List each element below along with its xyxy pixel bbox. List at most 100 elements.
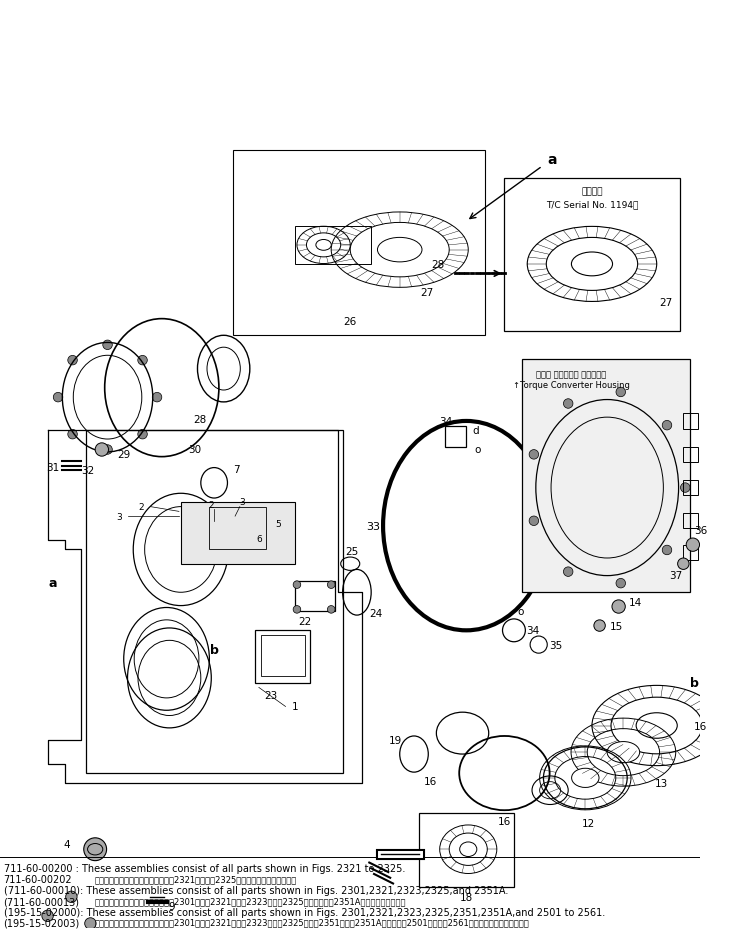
Text: 35: 35 [549,640,562,650]
Circle shape [42,910,53,922]
Circle shape [616,387,626,397]
Ellipse shape [571,252,612,276]
Bar [261,635,305,676]
Bar [683,481,698,496]
Bar [683,545,698,561]
Text: これらのアセンブリの構成部品は第2321図から第2325図までの部品を含みます．: これらのアセンブリの構成部品は第2321図から第2325図までの部品を含みます． [94,874,297,883]
Circle shape [681,484,690,493]
Circle shape [328,605,335,613]
Ellipse shape [378,238,422,263]
Text: 29: 29 [117,449,130,460]
Circle shape [103,341,113,350]
Circle shape [138,430,147,440]
Bar [209,507,266,550]
Bar [295,582,335,611]
Text: (711-60-00013): (711-60-00013) [4,896,79,906]
Text: b: b [690,677,699,689]
Text: a: a [548,153,556,167]
Text: 14: 14 [629,597,643,607]
Ellipse shape [460,843,477,857]
Text: 34: 34 [439,417,452,426]
Text: 37: 37 [669,570,682,581]
Text: 16: 16 [423,776,436,786]
Bar [181,503,295,565]
Text: 16: 16 [694,721,707,731]
Text: 27: 27 [420,288,433,298]
Text: 2: 2 [208,501,214,509]
Circle shape [328,582,335,589]
Circle shape [84,838,107,861]
Circle shape [529,517,539,526]
Text: 6: 6 [256,534,262,543]
Circle shape [103,446,113,455]
Text: 33: 33 [366,521,380,531]
Text: (711-60-00010): These assemblies consist of all parts shown in Figs. 2301,2321,2: (711-60-00010): These assemblies consist… [4,885,508,895]
Ellipse shape [636,713,677,739]
Circle shape [138,356,147,366]
Text: b: b [210,644,219,656]
Text: 7: 7 [233,464,239,474]
Bar [683,414,698,429]
Text: 25: 25 [345,546,358,557]
Text: 適用号機: 適用号機 [581,187,603,196]
Text: トルク コンバータ ハウジング: トルク コンバータ ハウジング [536,369,606,379]
Text: 1: 1 [291,702,298,712]
Text: (195-15-02000): These assemblies consist of all parts shown in Figs. 2301,2321,2: (195-15-02000): These assemblies consist… [4,907,605,917]
Text: 26: 26 [344,317,357,327]
Text: 22: 22 [298,616,311,626]
Text: 30: 30 [188,445,202,455]
Circle shape [686,539,699,552]
Circle shape [564,567,573,577]
Text: 31: 31 [46,462,59,472]
Text: T/C Serial No. 1194～: T/C Serial No. 1194～ [546,200,638,209]
Bar [85,431,343,773]
Text: a: a [48,577,57,589]
Circle shape [662,545,672,555]
Text: 9: 9 [168,902,174,911]
Circle shape [66,891,77,902]
Text: 4: 4 [63,840,70,849]
Circle shape [293,605,301,613]
Bar [522,360,690,593]
Circle shape [293,582,301,589]
Bar [419,813,514,887]
Bar [255,630,311,683]
Circle shape [594,620,605,631]
Text: 16: 16 [498,816,511,825]
Bar [683,514,698,529]
Text: 19: 19 [389,735,402,745]
Bar [445,426,467,447]
Text: o: o [517,606,524,617]
Circle shape [95,444,108,457]
Ellipse shape [607,742,640,763]
Text: 23: 23 [265,690,278,701]
Text: 711-60-00200 : These assemblies consist of all parts shown in Figs. 2321 to 2325: 711-60-00200 : These assemblies consist … [4,863,405,873]
Text: 3: 3 [239,498,244,506]
Text: 5: 5 [275,520,280,528]
Bar [683,447,698,463]
Circle shape [85,918,96,929]
Text: これらのアセンブリの構成部品は第2301図、第2321図、第2323図、第2325図、および第2351A図の部品を含みます: これらのアセンブリの構成部品は第2301図、第2321図、第2323図、第232… [94,896,406,905]
Text: 3: 3 [116,512,122,521]
Ellipse shape [572,768,599,787]
Text: 32: 32 [81,466,94,476]
Circle shape [53,393,63,403]
Circle shape [68,430,77,440]
Circle shape [564,399,573,408]
Text: 13: 13 [655,778,668,787]
Text: 711-60-00202: 711-60-00202 [4,874,72,884]
Text: 24: 24 [369,608,383,619]
Circle shape [662,421,672,430]
Circle shape [678,559,689,570]
Text: 2: 2 [138,503,144,511]
Text: 27: 27 [659,298,673,307]
Text: (195-15-02003): (195-15-02003) [4,918,79,928]
Text: 15: 15 [610,621,623,631]
Bar [295,227,371,265]
Bar [504,179,681,331]
Text: 28: 28 [194,415,207,425]
Text: 18: 18 [460,892,473,902]
Text: 34: 34 [526,625,539,636]
Circle shape [529,450,539,460]
Bar [233,150,485,336]
